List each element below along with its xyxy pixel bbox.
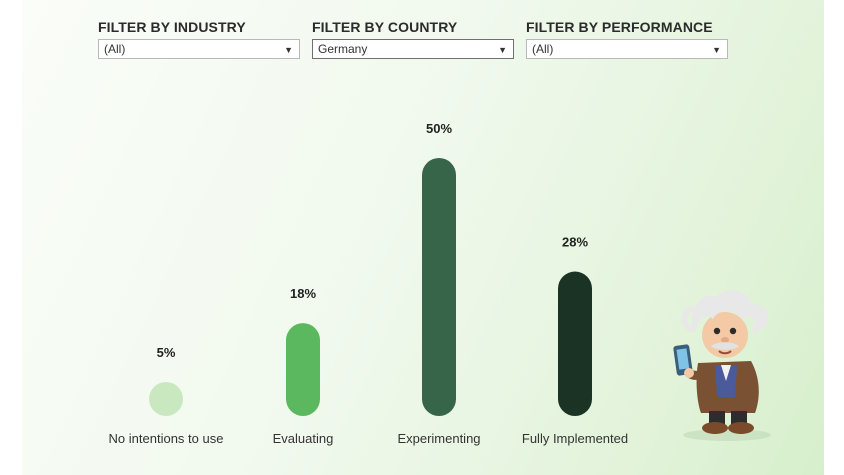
bar-0[interactable] [149, 382, 183, 416]
performance-dropdown-value: (All) [532, 42, 554, 56]
chevron-down-icon: ▼ [284, 45, 293, 55]
industry-dropdown[interactable]: (All) ▼ [98, 39, 300, 59]
bar-1[interactable] [286, 323, 320, 416]
performance-dropdown[interactable]: (All) ▼ [526, 39, 728, 59]
bar-value-label: 18% [290, 286, 316, 301]
industry-filter-label: FILTER BY INDUSTRY [98, 19, 246, 35]
bar-value-label: 5% [157, 345, 176, 360]
category-label: Experimenting [397, 431, 480, 446]
performance-filter-label: FILTER BY PERFORMANCE [526, 19, 713, 35]
category-label: No intentions to use [109, 431, 224, 446]
einstein-mascot-illustration [673, 289, 771, 441]
bar-2[interactable] [422, 158, 456, 416]
performance-filter: FILTER BY PERFORMANCE (All) ▼ [526, 18, 728, 59]
industry-dropdown-value: (All) [104, 42, 126, 56]
category-label: Fully Implemented [522, 431, 628, 446]
chevron-down-icon: ▼ [498, 45, 507, 55]
category-label: Evaluating [273, 431, 334, 446]
country-dropdown[interactable]: Germany ▼ [312, 39, 514, 59]
country-filter-label: FILTER BY COUNTRY [312, 19, 458, 35]
bar-value-label: 50% [426, 121, 452, 136]
country-filter: FILTER BY COUNTRY Germany ▼ [312, 18, 514, 59]
industry-filter: FILTER BY INDUSTRY (All) ▼ [98, 18, 300, 59]
bar-3[interactable] [558, 271, 592, 416]
chevron-down-icon: ▼ [712, 45, 721, 55]
country-dropdown-value: Germany [318, 42, 368, 56]
bar-value-label: 28% [562, 235, 588, 250]
